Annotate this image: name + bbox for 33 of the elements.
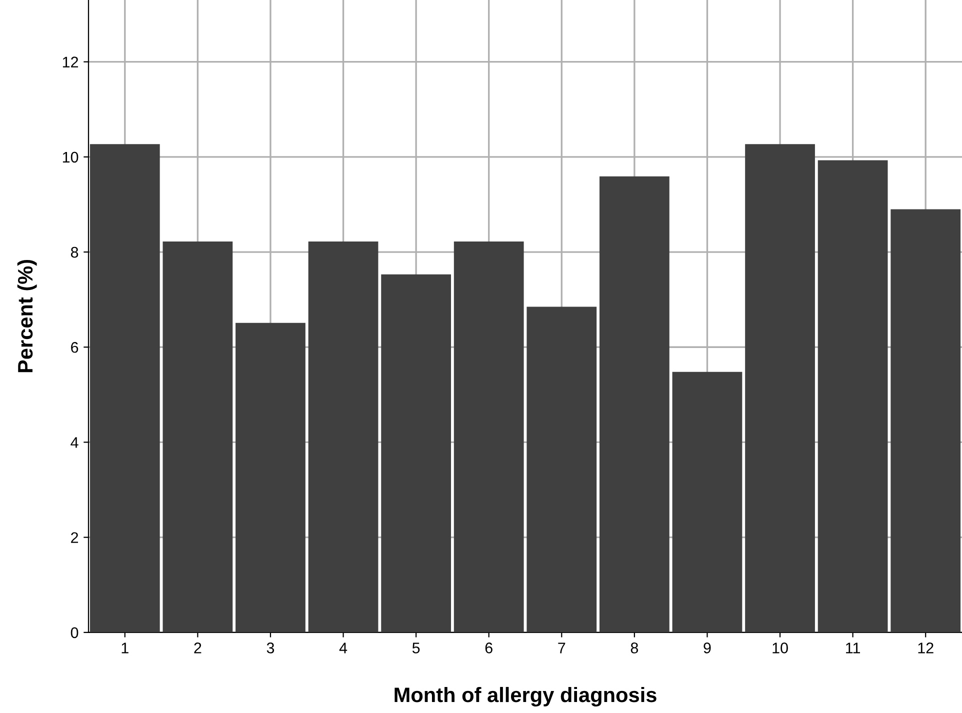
x-tick-label: 6 [485,642,492,654]
x-tick-label: 2 [194,642,202,654]
x-tick-label: 10 [772,642,788,654]
x-tick-label: 7 [558,642,566,654]
bar [600,176,670,632]
bar [672,372,742,632]
y-axis-title: Percent (%) [17,260,37,372]
bar [236,322,306,632]
y-tick-label: 8 [70,246,78,258]
bar [745,144,815,632]
bar [90,144,160,632]
x-tick-label: 11 [846,642,860,654]
bar [381,274,452,632]
y-tick-label: 2 [71,532,78,543]
bar [454,242,524,632]
x-tick-label: 5 [412,642,420,654]
x-tick-label: 9 [704,642,711,654]
x-tick-label: 4 [339,642,348,654]
x-axis-title: Month of allergy diagnosis [394,686,656,706]
bar [526,306,597,632]
bar [818,160,888,632]
bar [308,242,378,632]
x-tick-label: 3 [266,642,274,654]
y-tick-label: 0 [70,627,78,638]
x-tick-label: 1 [122,642,128,654]
y-tick-label: 10 [62,152,78,163]
y-tick-label: 6 [71,342,78,353]
bar [890,209,961,632]
x-tick-label: 8 [630,642,638,654]
y-tick-label: 12 [62,56,78,68]
x-tick-label: 12 [918,642,934,654]
y-tick-label: 4 [70,437,78,448]
bar [162,242,233,632]
